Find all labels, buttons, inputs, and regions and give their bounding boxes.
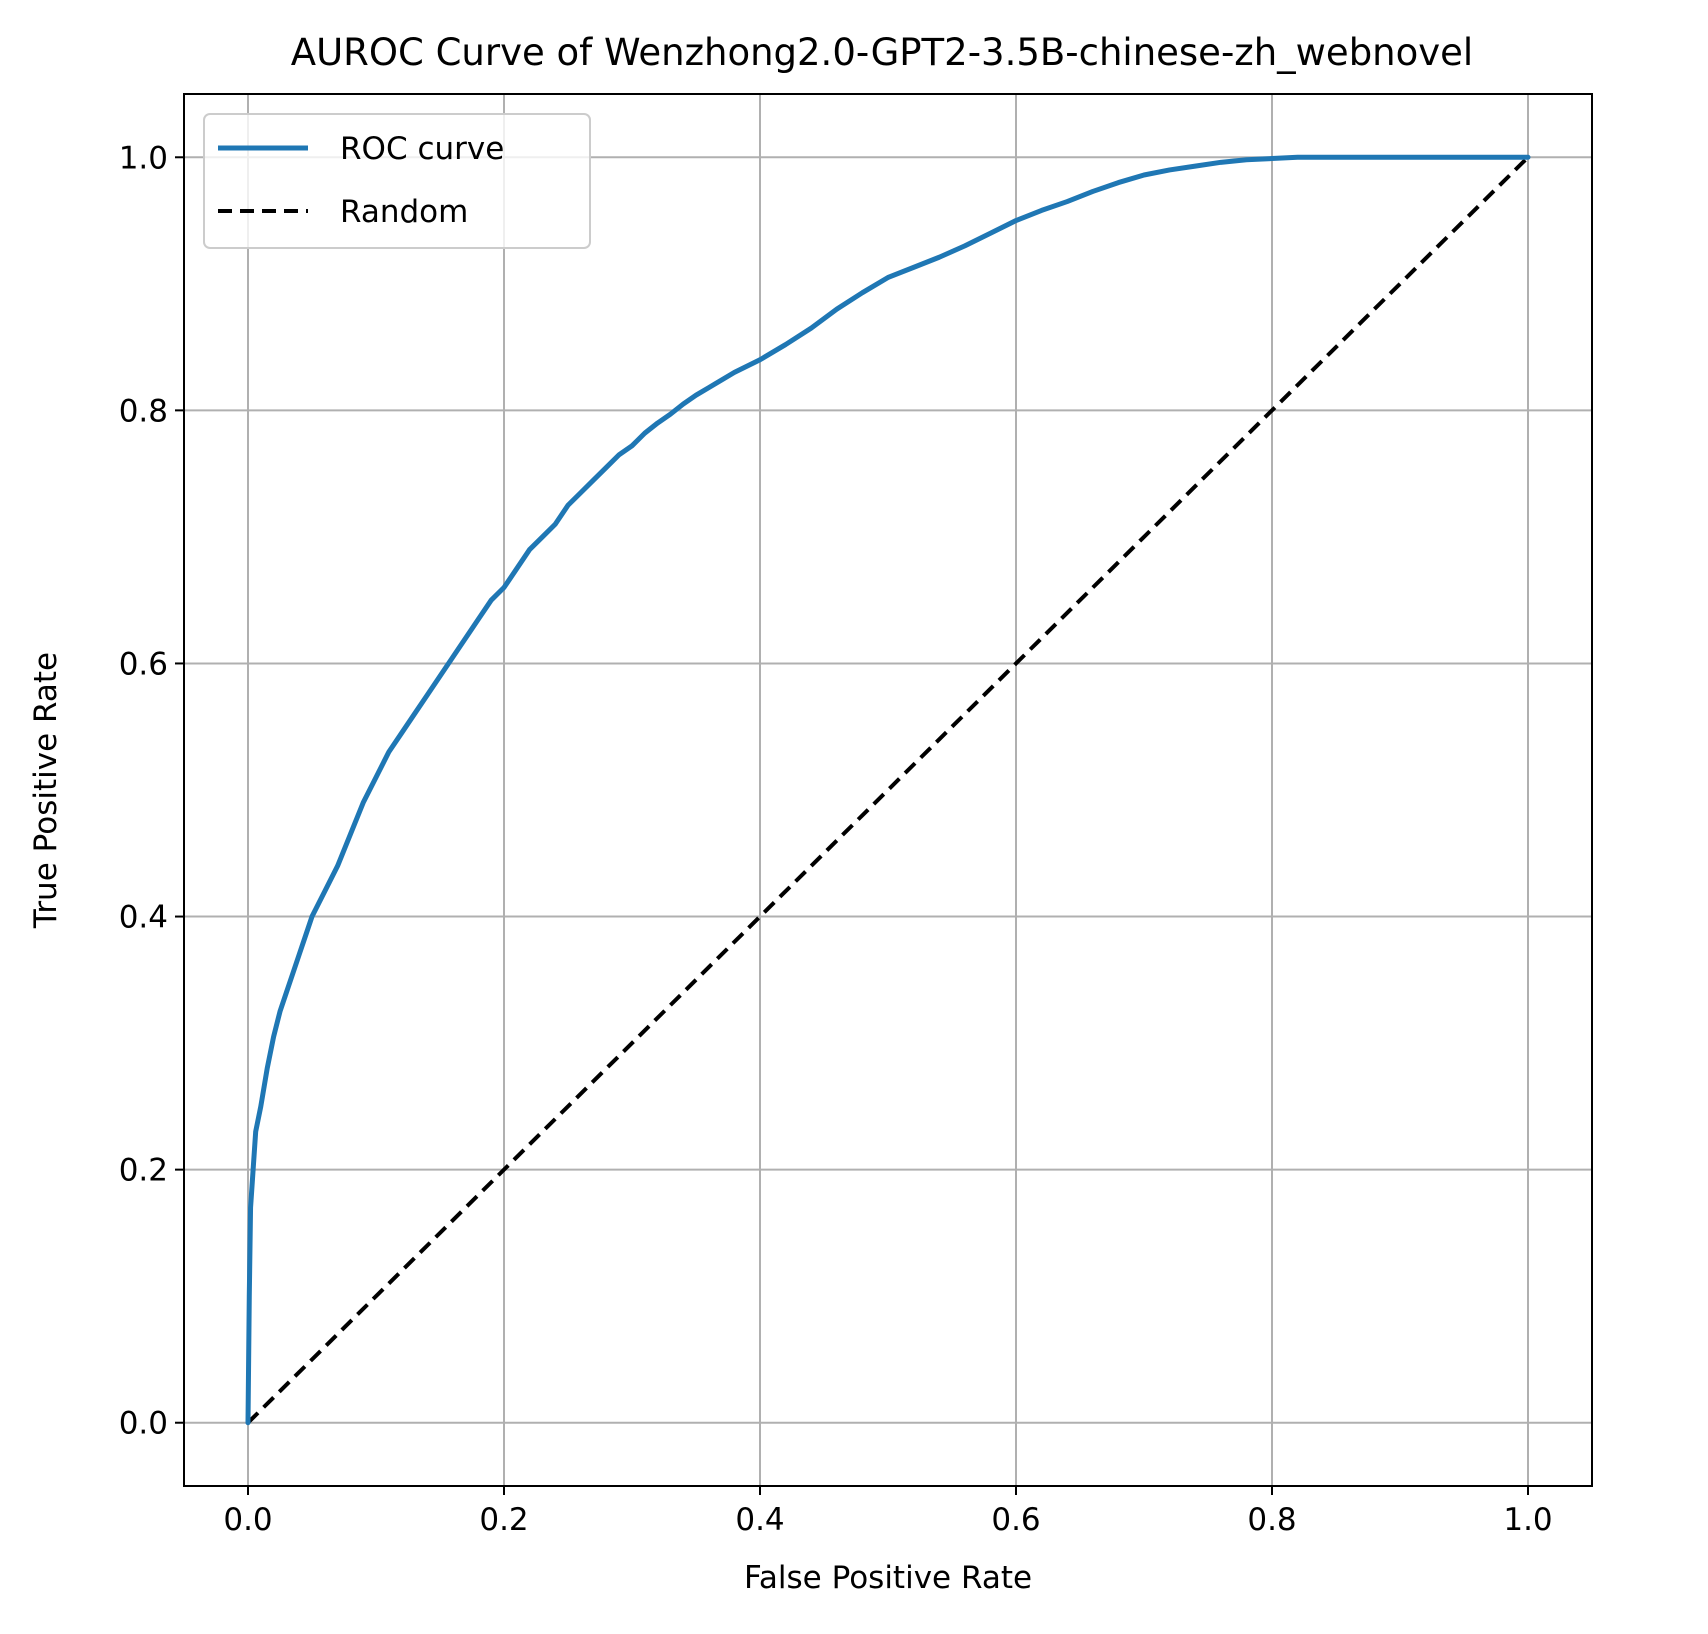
legend-label-random: Random bbox=[340, 194, 468, 230]
y-tick-label: 1.0 bbox=[119, 140, 168, 176]
y-tick-label: 0.6 bbox=[119, 646, 168, 682]
y-axis-label: True Positive Rate bbox=[28, 652, 64, 929]
x-tick-label: 0.2 bbox=[479, 1502, 528, 1538]
x-tick-label: 0.0 bbox=[223, 1502, 272, 1538]
legend: ROC curve Random bbox=[203, 113, 591, 249]
x-axis-label: False Positive Rate bbox=[744, 1560, 1032, 1596]
y-tick-label: 0.4 bbox=[119, 900, 168, 936]
random-line bbox=[246, 155, 1530, 1425]
y-tick-label: 0.8 bbox=[119, 393, 168, 429]
y-tick-label: 0.0 bbox=[119, 1406, 168, 1442]
x-tick-label: 0.4 bbox=[735, 1502, 784, 1538]
axis-ticks: 0.0 0.2 0.4 0.6 0.8 1.0 0.0 0.2 0.4 0.6 0.8 1.0 bbox=[119, 140, 1553, 1538]
legend-label-roc-curve: ROC curve bbox=[340, 131, 504, 167]
x-tick-label: 0.8 bbox=[1247, 1502, 1296, 1538]
plot-series bbox=[245, 154, 1531, 1426]
y-tick-label: 0.2 bbox=[119, 1153, 168, 1189]
x-tick-label: 1.0 bbox=[1503, 1502, 1552, 1538]
x-tick-label: 0.6 bbox=[991, 1502, 1040, 1538]
plot-frame bbox=[183, 93, 1593, 1487]
chart-title: AUROC Curve of Wenzhong2.0-GPT2-3.5B-chi… bbox=[291, 31, 1473, 74]
grid-lines bbox=[184, 94, 1592, 1486]
roc-curve-line bbox=[245, 154, 1531, 1426]
